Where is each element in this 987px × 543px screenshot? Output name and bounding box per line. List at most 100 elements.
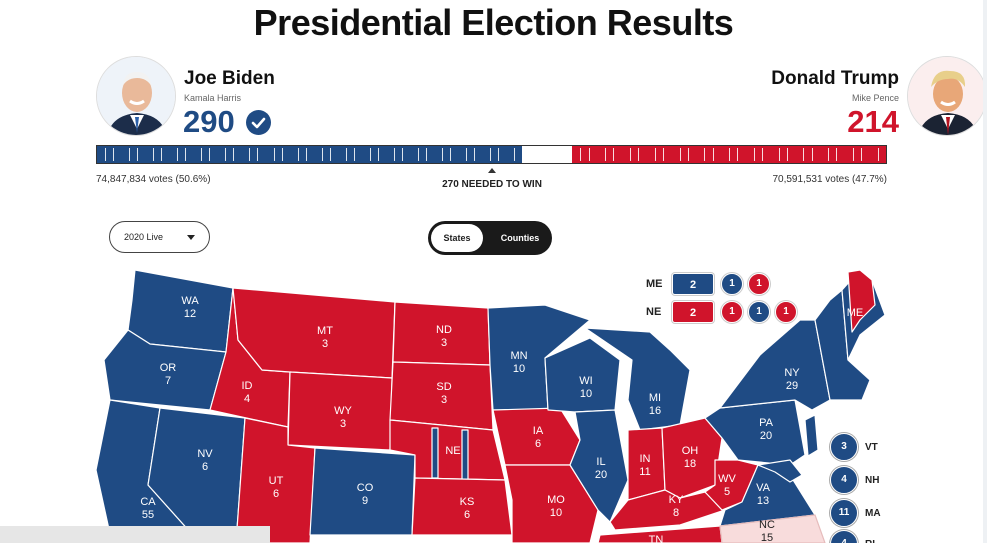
ev-bar-state-divider [828,148,830,161]
check-circle-icon [246,110,271,135]
ev-wy: 3 [340,418,346,430]
ev-wa: 12 [184,308,196,320]
split-ne-district-3[interactable]: 1 [775,301,797,323]
ev-bar-state-divider [105,148,107,161]
ev-bar-state-divider [737,148,739,161]
toggle-states[interactable]: States [431,224,483,252]
ev-bar-state-divider [729,148,731,161]
ev-ca: 55 [142,509,154,521]
split-ne-statewide[interactable]: 2 [672,301,714,323]
label-mt: MT [317,325,333,337]
toggle-counties[interactable]: Counties [500,233,540,243]
ev-bar-state-divider [836,148,838,161]
ev-bar-state-divider [490,148,492,161]
ev-bar-state-divider [811,148,813,161]
state-il [569,409,629,523]
ev-bar-state-divider [305,148,307,161]
biden-avatar [96,56,176,136]
split-me-district-2[interactable]: 1 [748,273,770,295]
state-ky [609,489,726,531]
split-ne-code: NE [646,306,662,318]
label-ny: NY [784,367,800,379]
label-ia: IA [533,425,544,437]
small-state-ri-code: RI [865,539,875,543]
small-state-vt-code: VT [865,441,878,453]
label-in: IN [640,453,651,465]
ev-bar-state-divider [377,148,379,161]
small-state-vt[interactable]: 3 VT [830,433,878,461]
ev-ia: 6 [535,438,541,450]
vertical-scrollbar[interactable] [983,0,987,543]
bottom-bar [0,526,270,543]
ev-bar-state-divider [852,148,854,161]
label-mi: MI [649,392,661,404]
ev-bar-state-divider [401,148,403,161]
year-select[interactable]: 2020 Live [109,221,210,253]
ev-ky: 8 [673,507,679,519]
state-me-district-2 [847,269,876,333]
ev-bar-state-divider [393,148,395,161]
label-nv: NV [197,448,213,460]
ev-mo: 10 [550,507,562,519]
ev-mt: 3 [322,338,328,350]
ev-bar-state-divider [498,148,500,161]
ev-nd: 3 [441,337,447,349]
ev-bar-state-divider [654,148,656,161]
ev-sd: 3 [441,394,447,406]
ev-wv: 5 [724,486,730,498]
split-state-ne: NE 2 1 1 1 [646,300,802,324]
view-toggle[interactable]: States Counties [428,221,552,255]
split-ne-district-2[interactable]: 1 [748,301,770,323]
ev-nv: 6 [202,461,208,473]
biden-popular-votes: 74,847,834 votes (50.6%) [96,174,211,185]
label-mn: MN [510,350,527,362]
ev-bar-state-divider [137,148,139,161]
ev-bar-state-divider [426,148,427,161]
ev-bar-state-divider [417,148,419,161]
ev-bar-state-divider [450,148,452,161]
split-me-statewide[interactable]: 2 [672,273,714,295]
ev-bar-state-divider [161,148,163,161]
label-mo: MO [547,494,565,506]
state-labels: WA 12 OR 7 CA 55 NV 6 ID 4 MT 3 WY 3 UT … [140,295,863,543]
state-md [757,459,803,483]
split-ne-district-1[interactable]: 1 [721,301,743,323]
ev-bar-state-divider [209,148,211,161]
ev-bar-state-divider [185,148,187,161]
label-co: CO [357,482,374,494]
ev-bar-state-divider [129,148,131,161]
state-ny [719,319,831,411]
ev-bar-state-divider [679,148,681,161]
state-nc [719,514,826,543]
label-wv: WV [718,473,736,485]
label-va: VA [756,482,771,494]
ev-bar-state-divider [113,148,115,161]
ev-ut: 6 [273,488,279,500]
label-tn: TN [649,534,664,543]
page-title: Presidential Election Results [253,2,734,43]
win-threshold-marker-icon [488,168,496,173]
biden-running-mate: Kamala Harris [184,93,242,103]
label-ca: CA [140,496,156,508]
ev-bar-state-divider [225,148,227,161]
ev-or: 7 [165,375,171,387]
small-state-ma[interactable]: 11 MA [830,499,881,527]
split-me-district-1[interactable]: 1 [721,273,743,295]
trump-electoral-votes: 214 [847,104,899,139]
label-nd: ND [436,324,452,336]
label-wa: WA [181,295,199,307]
state-nj [804,414,819,457]
small-state-nh[interactable]: 4 NH [830,466,879,494]
trump-name: Donald Trump [771,68,899,89]
ev-bar-state-divider [663,148,664,161]
small-state-ri[interactable]: 4 RI [830,530,875,543]
split-me-code: ME [646,278,663,290]
ev-bar-state-divider [345,148,347,161]
ev-bar-state-divider [762,148,764,161]
ev-mn: 10 [513,363,525,375]
label-wi: WI [579,375,592,387]
state-tn [597,525,723,543]
ev-bar-state-divider [297,148,299,161]
label-pa: PA [759,417,774,429]
ev-bar-state-divider [233,148,235,161]
